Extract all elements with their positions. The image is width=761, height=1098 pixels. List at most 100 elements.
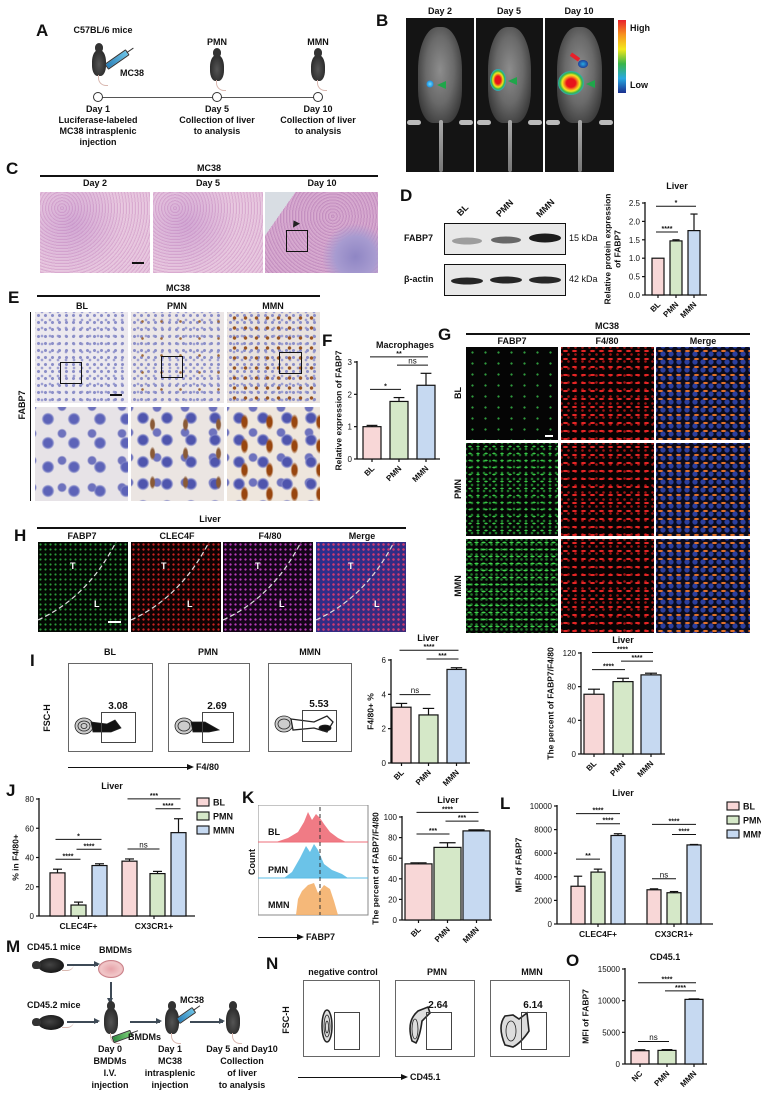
bar [446,668,467,764]
step-line: I.V. [103,1068,117,1078]
zoom-box [161,356,183,378]
he-image-day10 [265,192,378,273]
step-line: of liver [227,1068,257,1078]
stage-line: Day 5 [204,104,230,114]
y-tick-label: 3 [348,358,353,367]
region-label-liver: L [279,599,285,609]
x-tick-label: BL [363,464,377,478]
panel-label-m: M [6,937,21,956]
y-tick-label: 8000 [534,826,552,835]
cells-label: BMDMs [99,945,132,955]
bar [646,889,662,925]
panel-g-title: MC38 [594,321,620,331]
x-tick-label: BL [585,759,599,773]
region-label-tumor: T [161,561,167,571]
panel-label-g: G [438,325,452,344]
bar-chart-j: Liver% in F4/80+020406080CLEC4F+********… [10,781,234,931]
mouse-icon [32,1015,74,1030]
step-line: Collection [220,1056,264,1066]
y-axis-label: Relative protein expression [602,193,612,304]
donor-label: CD45.1 mice [27,942,81,952]
scale-high-label: High [630,23,650,33]
protein-label: β-actin [404,274,434,284]
signal-blob [490,68,507,91]
stage-line: Collection of liver [280,115,356,125]
stage-line: Day 1 [85,104,111,114]
signal-blob [577,60,588,69]
region-label-tumor: T [348,561,354,571]
y-tick-label: 0.5 [629,273,641,282]
y-tick-label: 0 [348,455,353,464]
step-line: Day 5 and Day10 [206,1044,278,1054]
significance-label: * [384,383,387,390]
if-image-merge-pmn [656,443,750,536]
y-tick-label: 20 [25,883,34,892]
if-image-fabp7-mmn [466,539,558,633]
significance-label: **** [617,646,628,653]
x-axis-label: F4/80 [196,762,220,772]
stage-line: Luciferase-labeled [58,115,138,125]
bioluminescence-image-day10 [545,18,614,172]
significance-label: ** [585,853,591,860]
bar [630,1050,650,1065]
significance-label: **** [84,843,95,850]
if-image-f480-liver: T L [223,542,313,632]
region-label-liver: L [94,599,100,609]
contour-plot [74,717,122,735]
contour-plot [174,717,221,735]
x-tick-label: BL [409,925,423,939]
contour-plot [500,1011,530,1048]
y-tick-label: 2000 [534,896,552,905]
histogram-pmn [284,844,348,878]
molecular-weight: 42 kDa [569,274,598,284]
legend-label: MMN [743,830,761,840]
bar [433,846,462,921]
bar-chart-o: CD45.1 MFI of FABP7 0 5000 10000 15000 NC PMN MM… [580,952,707,1089]
bar [404,863,433,921]
significance-label: **** [669,818,680,825]
stage-line: to analysis [193,126,241,136]
bar [418,714,439,764]
bar [149,872,166,917]
panel-label-a: A [36,21,49,40]
stage-description: Day 5 Collection of liver to analysis [179,105,255,136]
panel-label-j: J [6,781,16,800]
mouse-icon [32,958,74,973]
y-axis-label: of FABP7 [612,230,622,268]
step-description: Day 5 and Day10 Collection of liver to a… [206,1045,278,1090]
flow-plot-title: BL [104,647,116,657]
bar-chart-i: Liver F4/80+ % 0 2 4 6 BL PMN MMN ns ******* [365,633,470,788]
band [528,276,561,284]
chart-title: CD45.1 [650,952,681,962]
y-axis-label: MFI of FABP7 [513,837,523,892]
significance-label: ** [396,351,402,358]
bar [687,230,701,296]
x-tick-label: MMN [679,300,699,320]
histogram-bl [276,812,346,842]
y-tick-label: 2.0 [629,217,641,226]
y-tick-label: 80 [567,683,576,692]
bar [362,426,382,460]
significance-label: **** [593,808,604,815]
bar [70,904,87,917]
x-tick-label: MMN [679,1069,699,1089]
legend-label: BL [213,798,225,808]
bar-chart-d: Liver Relative protein expression of FABP7… [602,181,707,320]
bar [657,1049,677,1065]
bioluminescence-image-day2 [406,18,474,172]
step-description: Day 0 BMDMs I.V. injection [91,1045,128,1090]
stage-line: to analysis [294,126,342,136]
mouse-icon [104,1001,120,1044]
x-tick-label: PMN [384,464,403,483]
column-label: FABP7 [67,531,97,541]
if-image-fabp7-bl [466,347,558,440]
bar [590,871,606,925]
bar [170,832,187,917]
bar [416,384,436,460]
significance-label: **** [662,226,673,233]
bar [684,998,704,1065]
ihc-image-mmn [227,312,320,403]
region-label-liver: L [187,599,193,609]
chart-title: Liver [101,781,123,791]
day-label: Day 2 [82,178,108,188]
